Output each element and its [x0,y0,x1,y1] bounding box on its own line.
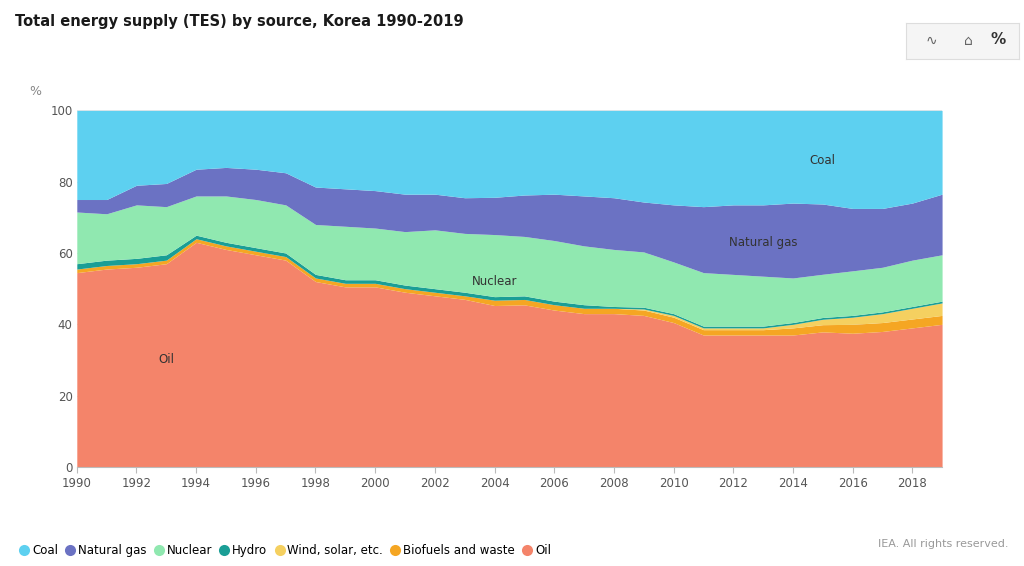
Text: Total energy supply (TES) by source, Korea 1990-2019: Total energy supply (TES) by source, Kor… [15,14,464,29]
Text: ⌂: ⌂ [964,34,973,48]
Text: Coal: Coal [810,154,836,167]
Text: Natural gas: Natural gas [729,236,798,249]
Text: IEA. All rights reserved.: IEA. All rights reserved. [879,539,1009,549]
Text: ∿: ∿ [926,34,937,48]
Text: %: % [30,85,41,98]
Text: Oil: Oil [159,354,174,366]
Legend: Coal, Natural gas, Nuclear, Hydro, Wind, solar, etc., Biofuels and waste, Oil: Coal, Natural gas, Nuclear, Hydro, Wind,… [22,544,551,558]
Text: %: % [991,32,1007,47]
Text: Nuclear: Nuclear [472,275,517,288]
